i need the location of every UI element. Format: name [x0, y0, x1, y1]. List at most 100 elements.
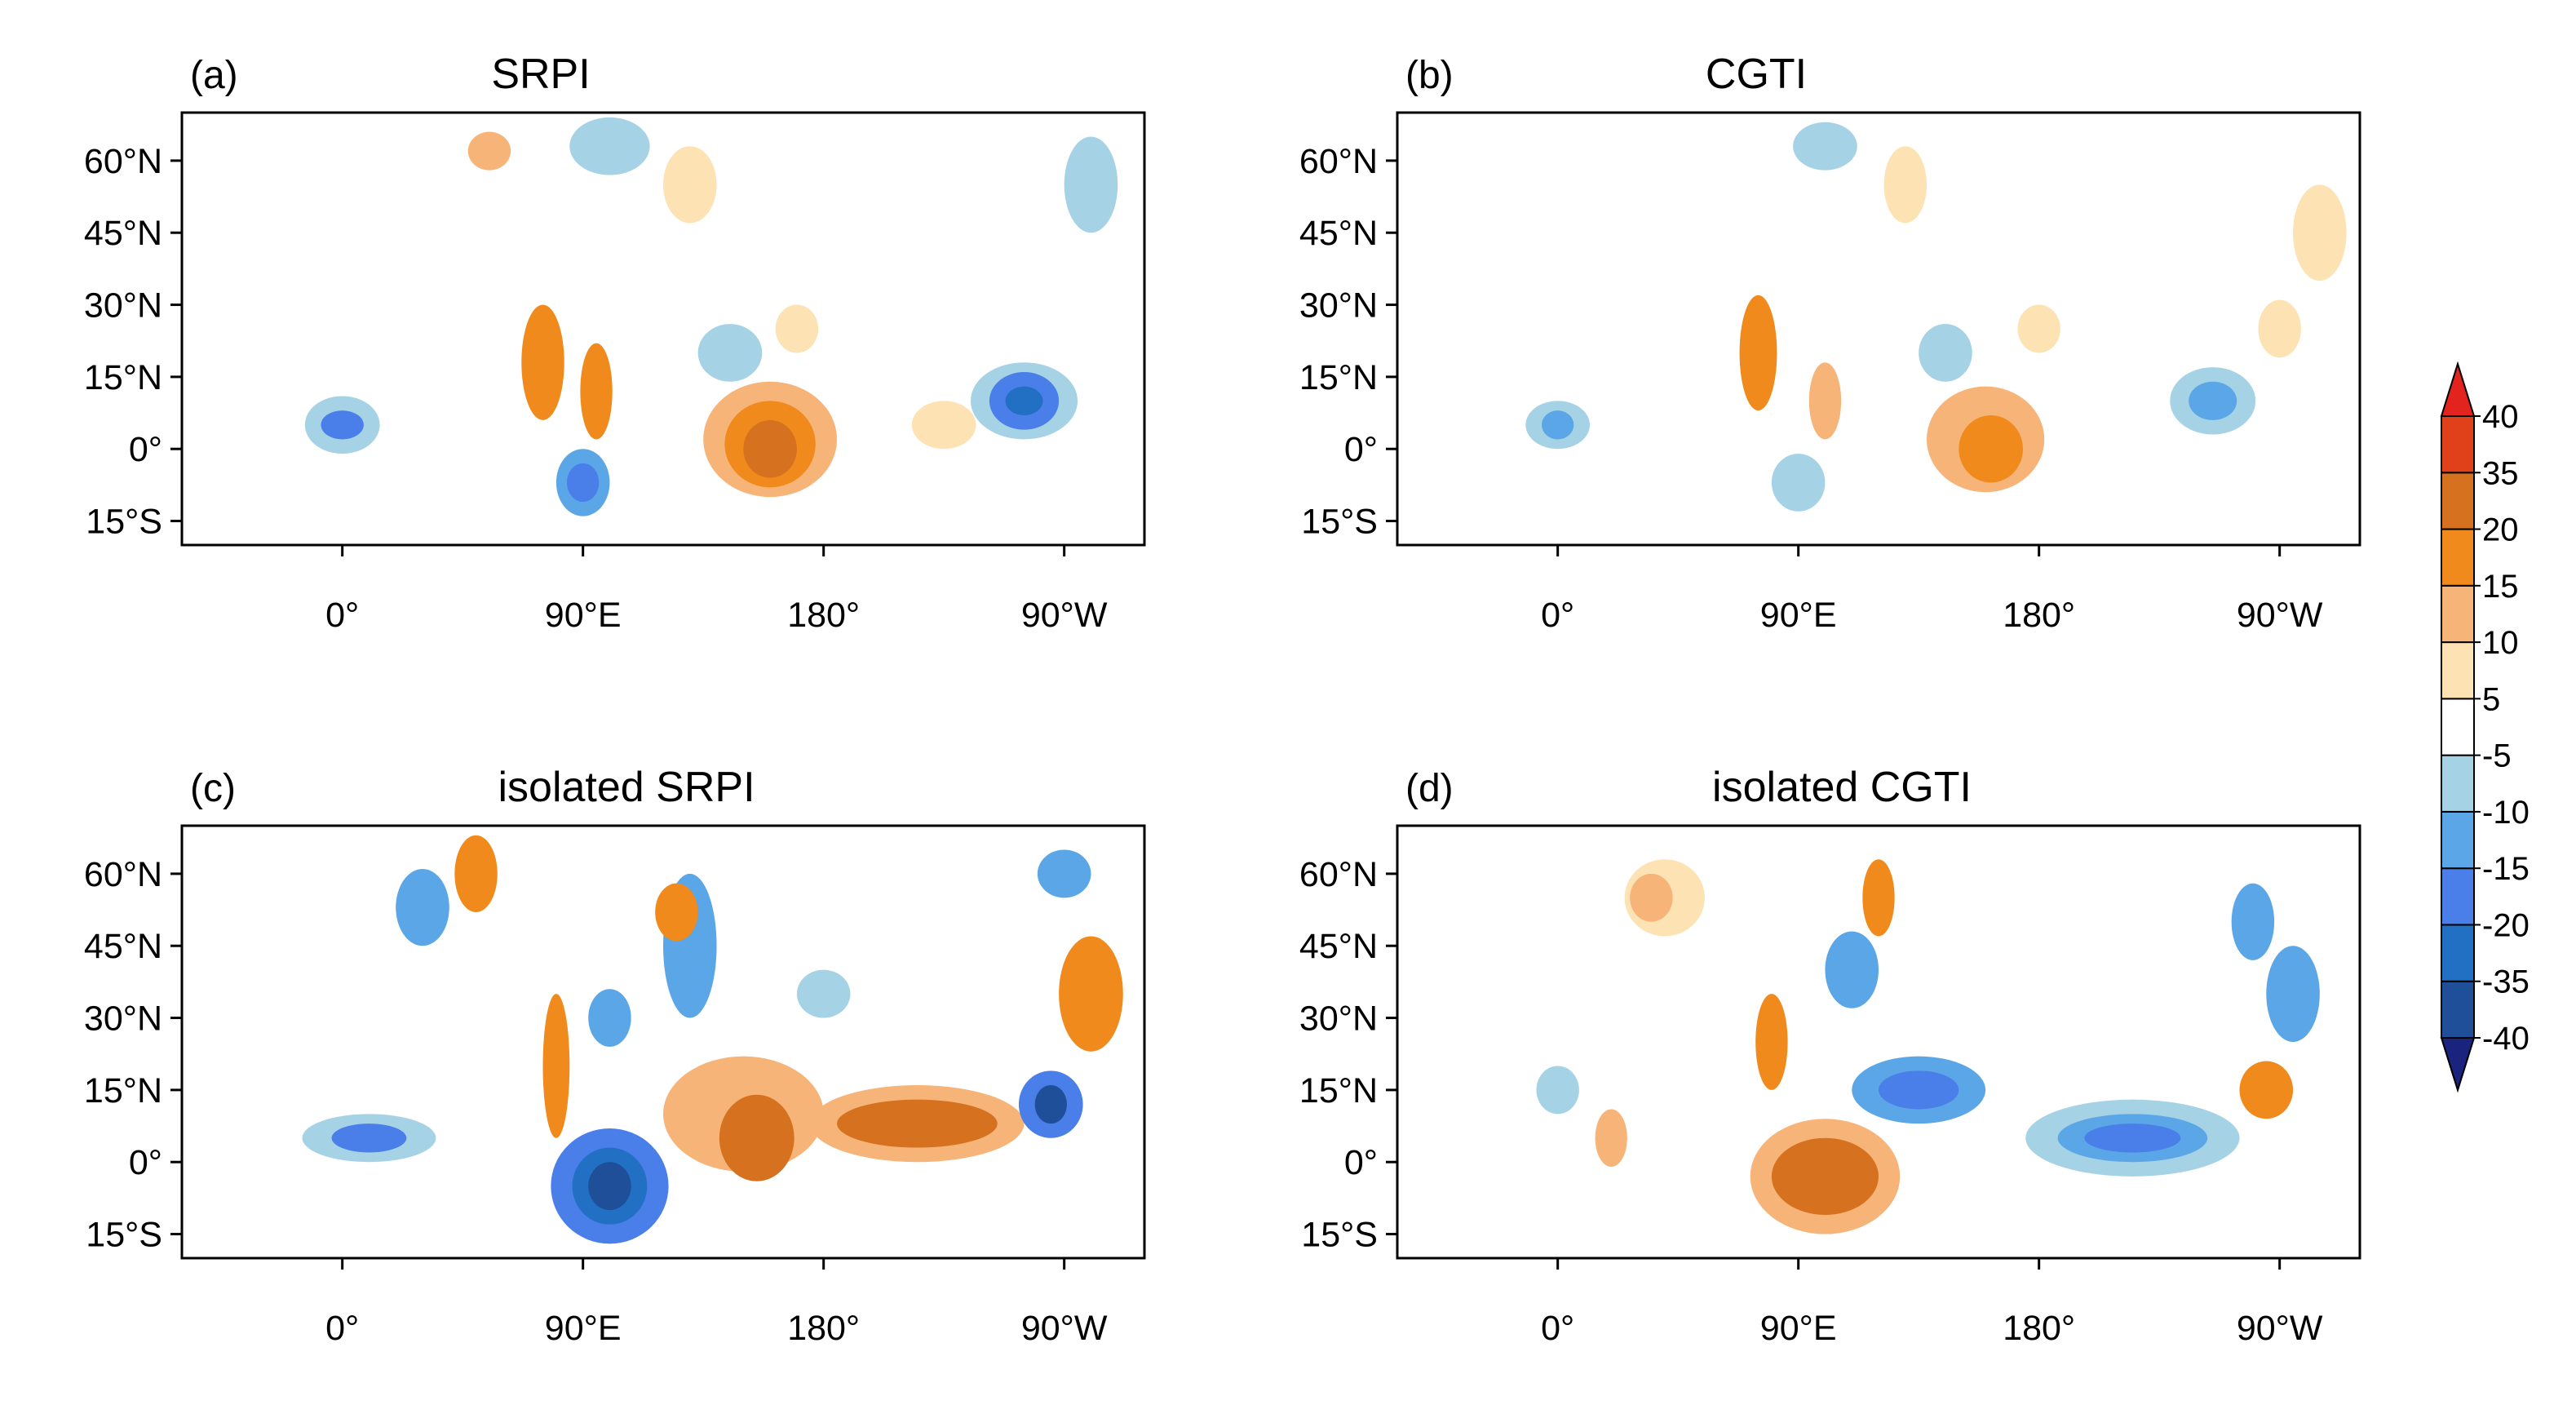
colorbar-label: 15: [2482, 569, 2519, 605]
contour-region: [663, 146, 717, 224]
x-tick-label: 0°: [1541, 1309, 1574, 1348]
contour-region: [1771, 454, 1826, 512]
y-tick-label: 30°N: [1299, 999, 1378, 1039]
contour-region: [1037, 849, 1091, 898]
y-tick-label: 45°N: [84, 214, 162, 253]
contour-region: [719, 1094, 794, 1181]
panel-label: (d): [1405, 767, 1454, 810]
contour-region: [542, 994, 570, 1138]
contour-region: [1005, 386, 1043, 416]
colorbar-label: -40: [2482, 1021, 2530, 1057]
y-tick-label: 60°N: [84, 142, 162, 181]
x-tick-label: 90°W: [2237, 1309, 2323, 1348]
contour-region: [1630, 873, 1673, 922]
y-tick-label: 45°N: [1299, 927, 1378, 966]
x-tick-label: 90°E: [1760, 596, 1837, 635]
map-frame: [1396, 824, 2361, 1260]
y-tick-label: 15°N: [84, 1071, 162, 1110]
y-tick-label: 15°N: [1299, 1071, 1378, 1110]
panel-title: CGTI: [1706, 51, 1807, 98]
contour-region: [396, 869, 449, 946]
y-tick-label: 45°N: [1299, 214, 1378, 253]
y-tick-label: 60°N: [1299, 855, 1378, 894]
y-tick-label: 15°S: [1301, 1216, 1378, 1255]
x-tick-label: 180°: [787, 596, 860, 635]
map-background: [1397, 113, 2360, 545]
contour-region: [1542, 410, 1574, 440]
map-frame: [180, 111, 1146, 547]
contour-region: [2239, 1061, 2294, 1119]
colorbar-box: [2441, 867, 2475, 926]
map-panel: [1397, 113, 2360, 545]
x-tick-label: 90°W: [1021, 1309, 1108, 1348]
colorbar-box: [2441, 754, 2475, 813]
contour-region: [775, 304, 819, 353]
colorbar-label: -15: [2482, 851, 2530, 887]
colorbar-label: -35: [2482, 964, 2530, 1000]
colorbar-box: [2441, 415, 2475, 474]
colorbar-box: [2441, 641, 2475, 700]
y-tick-label: 30°N: [84, 286, 162, 326]
contour-region: [331, 1124, 407, 1153]
y-tick-label: 0°: [129, 430, 162, 469]
colorbar-box: [2441, 698, 2475, 756]
panel-label: (b): [1405, 54, 1454, 97]
map-panel: [182, 113, 1144, 545]
contour-region: [1536, 1066, 1579, 1115]
panel-title: SRPI: [491, 51, 590, 98]
map-frame: [180, 824, 1146, 1260]
x-tick-label: 180°: [2003, 1309, 2075, 1348]
colorbar-box: [2441, 528, 2475, 587]
contour-region: [588, 1162, 631, 1211]
contour-region: [1739, 295, 1777, 411]
contour-region: [911, 401, 976, 450]
contour-region: [1755, 994, 1788, 1090]
colorbar-arrow-high: [2440, 361, 2476, 417]
y-tick-label: 15°S: [1301, 503, 1378, 542]
x-tick-label: 180°: [787, 1309, 860, 1348]
contour-region: [1862, 859, 1895, 937]
contour-region: [567, 463, 600, 502]
x-tick-label: 90°E: [545, 1309, 622, 1348]
contour-region: [521, 304, 564, 420]
contour-region: [837, 1099, 998, 1148]
y-tick-label: 60°N: [84, 855, 162, 894]
map-panel: [182, 826, 1144, 1258]
contour-region: [2017, 304, 2060, 353]
contour-region: [2293, 184, 2347, 281]
y-tick-label: 0°: [1344, 430, 1378, 469]
contour-region: [697, 324, 763, 382]
colorbar-label: 5: [2482, 681, 2500, 717]
contour-region: [588, 989, 631, 1047]
x-tick-label: 0°: [325, 1309, 359, 1348]
contour-region: [2231, 883, 2275, 960]
colorbar-box: [2441, 472, 2475, 530]
colorbar-label: -20: [2482, 907, 2530, 943]
panel-title: isolated CGTI: [1712, 764, 1972, 811]
y-tick-label: 15°N: [1299, 358, 1378, 397]
y-tick-label: 45°N: [84, 927, 162, 966]
y-tick-label: 0°: [129, 1143, 162, 1182]
y-tick-label: 15°S: [86, 503, 162, 542]
colorbar-box: [2441, 980, 2475, 1039]
contour-region: [2258, 299, 2301, 358]
contour-region: [1879, 1070, 1959, 1110]
contour-region: [321, 410, 364, 440]
colorbar-arrow-low: [2440, 1037, 2476, 1093]
contour-region: [796, 969, 851, 1018]
x-tick-label: 90°E: [545, 596, 622, 635]
contour-region: [743, 419, 797, 478]
contour-region: [655, 883, 698, 942]
x-tick-label: 90°E: [1760, 1309, 1837, 1348]
x-tick-label: 180°: [2003, 596, 2075, 635]
contour-region: [1883, 146, 1927, 224]
map-frame: [1396, 111, 2361, 547]
contour-region: [1919, 324, 1972, 382]
contour-region: [1771, 1137, 1879, 1215]
contour-region: [1064, 136, 1118, 233]
contour-region: [1959, 415, 2024, 483]
y-tick-label: 60°N: [1299, 142, 1378, 181]
contour-region: [2266, 946, 2320, 1042]
